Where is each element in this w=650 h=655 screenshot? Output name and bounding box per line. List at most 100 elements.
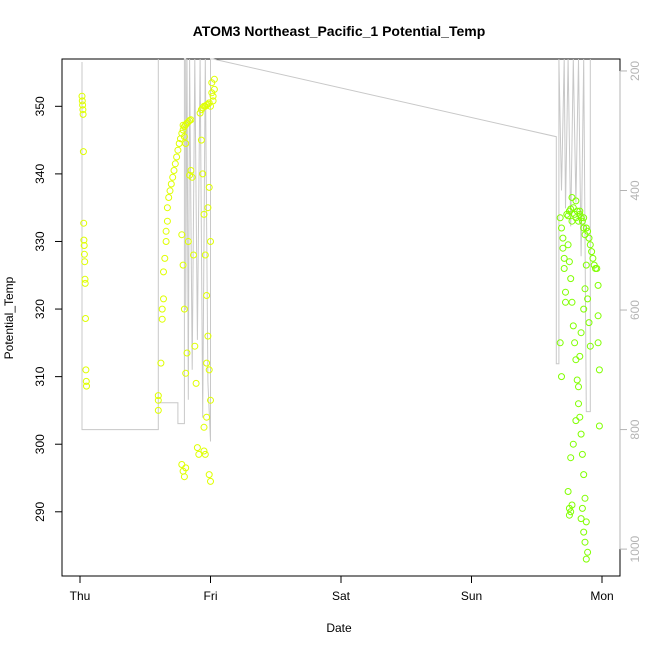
data-point [558,373,565,381]
data-point [204,204,212,212]
data-point [573,376,581,384]
data-point [577,430,585,438]
data-point [179,121,187,129]
data-point [160,268,167,276]
data-point [568,194,576,201]
data-point [560,265,568,272]
data-point [205,471,213,479]
data-point [559,234,567,242]
data-point [173,153,181,161]
data-point [562,288,569,296]
data-point [585,234,593,242]
data-point [578,504,586,512]
data-point [576,207,584,215]
data-point [205,366,213,374]
data-point [182,369,190,377]
data-point [180,133,188,141]
data-point [80,250,88,258]
data-point [207,396,214,404]
data-point [565,511,573,519]
data-point [569,204,577,212]
data-point [580,528,588,536]
data-point [200,447,208,455]
data-point [564,212,572,220]
x-tick-label: Sun [461,589,482,603]
y-tick-label: 310 [33,366,47,386]
data-point [187,167,195,174]
y2-tick-label: 800 [628,419,642,439]
data-point [184,238,192,245]
data-point [80,236,88,244]
data-point [79,106,87,114]
data-point [209,97,217,105]
y-tick-label: 320 [33,299,47,319]
y2-tick-label: 200 [628,61,642,81]
y-tick-label: 340 [33,164,47,184]
data-point [205,183,213,191]
data-point [182,140,190,147]
data-point [581,494,589,502]
data-point [154,396,162,404]
data-point [169,173,177,181]
data-point [575,383,582,391]
data-point [158,305,166,313]
data-point [562,298,569,306]
data-point [204,332,212,340]
data-point [197,136,205,144]
data-point [191,342,199,350]
data-point [572,356,580,364]
data-point [564,488,572,495]
data-point [200,210,208,218]
data-point [193,444,201,452]
y-tick-label: 350 [33,96,47,116]
data-point [190,251,197,259]
y2-tick-label: 1000 [628,535,642,562]
data-point [571,339,579,347]
data-point [188,173,196,181]
data-point [567,508,575,516]
data-point [81,279,89,287]
data-point [179,126,187,134]
data-point [180,473,188,481]
data-point [201,251,209,259]
data-point [207,477,214,485]
x-tick-label: Sat [332,589,351,603]
data-point [182,464,190,472]
x-tick-label: Thu [70,589,91,603]
data-point [577,214,585,222]
data-point [567,454,575,462]
data-point [575,400,582,408]
data-point [585,319,593,327]
data-point [580,471,588,479]
data-point [209,92,217,100]
data-point [569,440,577,448]
depth-line [81,58,591,442]
data-point [178,461,186,468]
axes-layer: Thu Fri Sat Sun Mon 290 300 310 320 330 340 350 200 4… [33,61,642,603]
data-point [83,382,90,390]
data-point [196,109,204,117]
data-point [584,548,592,556]
data-point [556,214,564,222]
data-point [162,238,170,245]
data-point [594,339,602,347]
chart-title: ATOM3 Northeast_Pacific_1 Potential_Temp [193,23,486,39]
data-point [210,85,218,93]
data-point [580,214,588,222]
data-point [572,197,580,205]
data-point [569,322,577,330]
data-point [205,99,213,107]
data-point [154,392,162,400]
data-point [203,292,211,299]
data-point [207,238,214,245]
y-tick-label: 330 [33,231,47,251]
data-point [593,265,601,272]
data-point [210,75,218,83]
data-point [581,285,589,293]
data-point [170,167,178,174]
data-point [82,377,90,385]
data-point [568,298,576,306]
data-point [203,413,211,421]
